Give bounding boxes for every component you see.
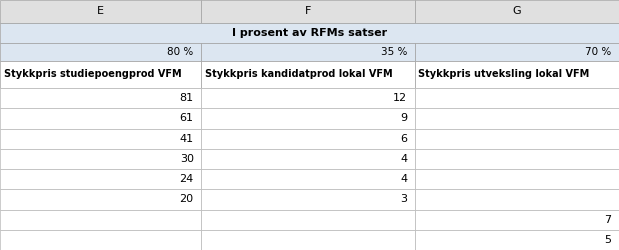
Bar: [0, 230, 201, 250]
Bar: [0, 22, 619, 43]
Text: 80 %: 80 %: [168, 47, 194, 57]
Bar: [415, 61, 619, 88]
Bar: [201, 230, 415, 250]
Bar: [0, 128, 201, 149]
Bar: [415, 210, 619, 230]
Bar: [0, 43, 201, 61]
Bar: [0, 108, 201, 128]
Bar: [201, 61, 415, 88]
Bar: [201, 169, 415, 189]
Bar: [415, 0, 619, 22]
Text: 41: 41: [180, 134, 194, 144]
Text: Stykkpris utveksling lokal VFM: Stykkpris utveksling lokal VFM: [418, 70, 590, 80]
Bar: [415, 189, 619, 210]
Bar: [415, 230, 619, 250]
Bar: [0, 61, 201, 88]
Bar: [201, 210, 415, 230]
Text: 30: 30: [180, 154, 194, 164]
Text: 20: 20: [180, 194, 194, 204]
Text: 61: 61: [180, 114, 194, 124]
Bar: [201, 189, 415, 210]
Bar: [415, 88, 619, 108]
Text: F: F: [305, 6, 311, 16]
Text: 70 %: 70 %: [586, 47, 612, 57]
Text: Stykkpris kandidatprod lokal VFM: Stykkpris kandidatprod lokal VFM: [205, 70, 392, 80]
Text: I prosent av RFMs satser: I prosent av RFMs satser: [232, 28, 387, 38]
Text: 81: 81: [180, 93, 194, 103]
Bar: [201, 108, 415, 128]
Text: 7: 7: [604, 215, 612, 225]
Text: 12: 12: [393, 93, 407, 103]
Text: 6: 6: [400, 134, 407, 144]
Text: 9: 9: [400, 114, 407, 124]
Bar: [0, 88, 201, 108]
Text: 35 %: 35 %: [381, 47, 407, 57]
Bar: [415, 128, 619, 149]
Bar: [0, 169, 201, 189]
Bar: [201, 43, 415, 61]
Text: 4: 4: [400, 174, 407, 184]
Text: 24: 24: [180, 174, 194, 184]
Bar: [415, 108, 619, 128]
Text: 5: 5: [605, 235, 612, 245]
Bar: [201, 88, 415, 108]
Text: G: G: [513, 6, 521, 16]
Bar: [415, 149, 619, 169]
Bar: [201, 149, 415, 169]
Bar: [0, 149, 201, 169]
Text: 3: 3: [400, 194, 407, 204]
Text: Stykkpris studiepoengprod VFM: Stykkpris studiepoengprod VFM: [4, 70, 181, 80]
Bar: [415, 169, 619, 189]
Bar: [415, 43, 619, 61]
Bar: [201, 0, 415, 22]
Bar: [0, 0, 201, 22]
Bar: [0, 210, 201, 230]
Bar: [0, 189, 201, 210]
Text: 4: 4: [400, 154, 407, 164]
Bar: [201, 128, 415, 149]
Text: E: E: [97, 6, 104, 16]
